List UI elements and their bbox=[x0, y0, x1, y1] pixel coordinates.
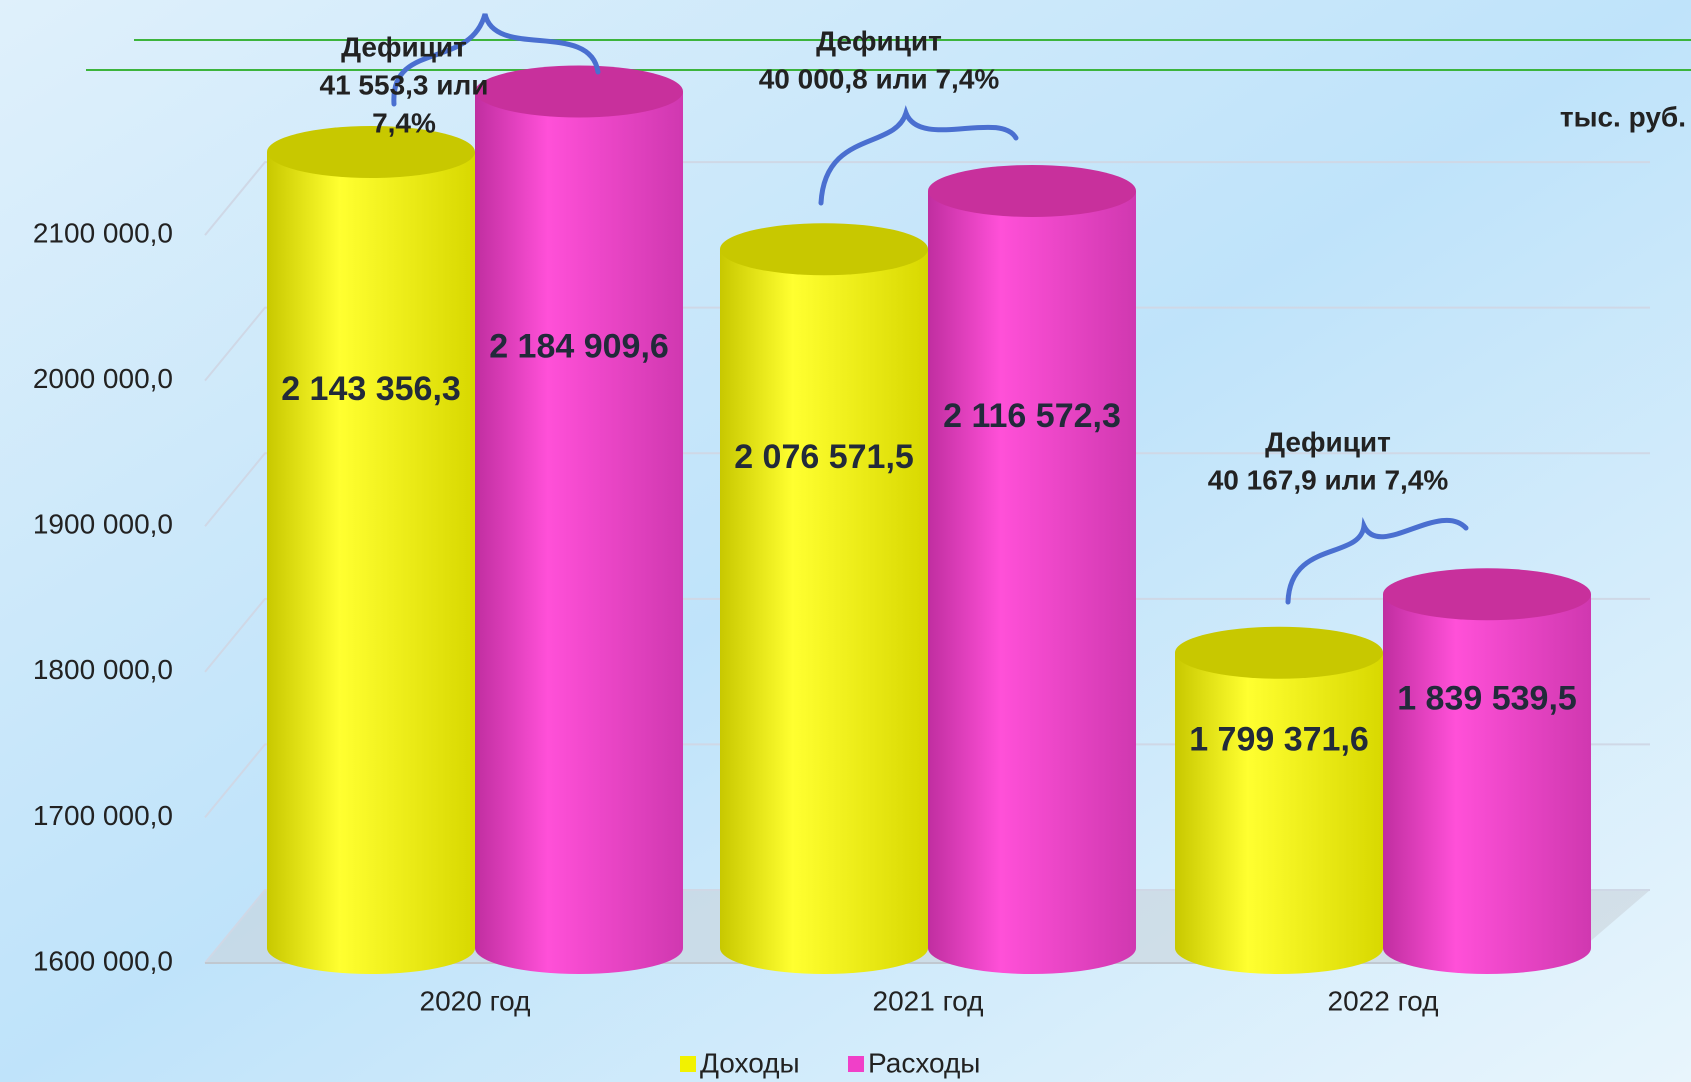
cylinder bbox=[1175, 626, 1383, 974]
bar bbox=[475, 91, 683, 948]
grid-line bbox=[204, 452, 1650, 527]
bar bbox=[720, 249, 928, 948]
y-tick-label: 1800 000,0 bbox=[33, 654, 173, 685]
cylinder bbox=[267, 125, 475, 974]
annotation: 40 167,9 или 7,4% bbox=[1208, 464, 1449, 495]
x-tick-label: 2022 год bbox=[1328, 985, 1439, 1016]
value-label: 2 076 571,5 bbox=[734, 438, 914, 476]
cylinder-top bbox=[1175, 626, 1383, 679]
bar bbox=[1175, 652, 1383, 948]
bar bbox=[928, 190, 1136, 948]
y-tick-label: 1900 000,0 bbox=[33, 509, 173, 540]
brace bbox=[818, 105, 1019, 206]
bar bbox=[267, 151, 475, 948]
brace bbox=[391, 13, 601, 107]
value-label: 1 839 539,5 bbox=[1397, 679, 1577, 717]
value-label: 2 116 572,3 bbox=[943, 397, 1121, 435]
value-label: 2 184 909,6 bbox=[489, 327, 669, 365]
brace bbox=[1285, 517, 1469, 605]
grid-line bbox=[204, 161, 1650, 236]
cylinder bbox=[475, 65, 683, 974]
bar bbox=[1383, 594, 1591, 948]
cylinder-top bbox=[928, 164, 1136, 217]
cylinder-top bbox=[720, 223, 928, 276]
unit-label: тыс. руб. bbox=[1560, 101, 1686, 132]
legend-label: Расходы bbox=[868, 1047, 980, 1078]
y-tick-label: 1600 000,0 bbox=[33, 945, 173, 976]
annotation: 40 000,8 или 7,4% bbox=[759, 63, 1000, 94]
x-tick-label: 2020 год bbox=[420, 985, 531, 1016]
legend-label: Доходы bbox=[700, 1047, 800, 1078]
value-label: 2 143 356,3 bbox=[281, 370, 461, 408]
annotation: 41 553,3 или bbox=[320, 69, 489, 100]
y-tick-label: 1700 000,0 bbox=[33, 800, 173, 831]
cylinder bbox=[928, 164, 1136, 974]
cylinder-top bbox=[1383, 568, 1591, 621]
cylinder-top bbox=[475, 65, 683, 118]
y-tick-label: 2000 000,0 bbox=[33, 363, 173, 394]
cylinder bbox=[720, 223, 928, 974]
annotation: 7,4% bbox=[372, 107, 436, 138]
value-label: 1 799 371,6 bbox=[1189, 720, 1369, 758]
y-tick-label: 2100 000,0 bbox=[33, 217, 173, 248]
grid-line bbox=[204, 597, 1650, 673]
annotation: Дефицит bbox=[1265, 426, 1391, 457]
grid-line bbox=[204, 306, 1650, 382]
x-tick-label: 2021 год bbox=[873, 985, 984, 1016]
legend-swatch bbox=[848, 1056, 864, 1072]
cylinder-top bbox=[267, 125, 475, 178]
legend-swatch bbox=[680, 1056, 696, 1072]
annotation: Дефицит bbox=[341, 31, 467, 62]
annotation: Дефицит bbox=[816, 25, 942, 56]
cylinder bbox=[1383, 568, 1591, 974]
